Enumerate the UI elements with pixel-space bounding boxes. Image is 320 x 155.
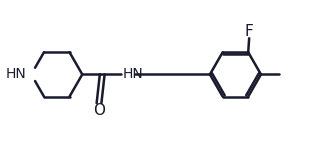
Text: F: F (245, 24, 253, 39)
Text: HN: HN (122, 67, 143, 81)
Text: O: O (93, 103, 105, 118)
Text: HN: HN (6, 67, 27, 81)
